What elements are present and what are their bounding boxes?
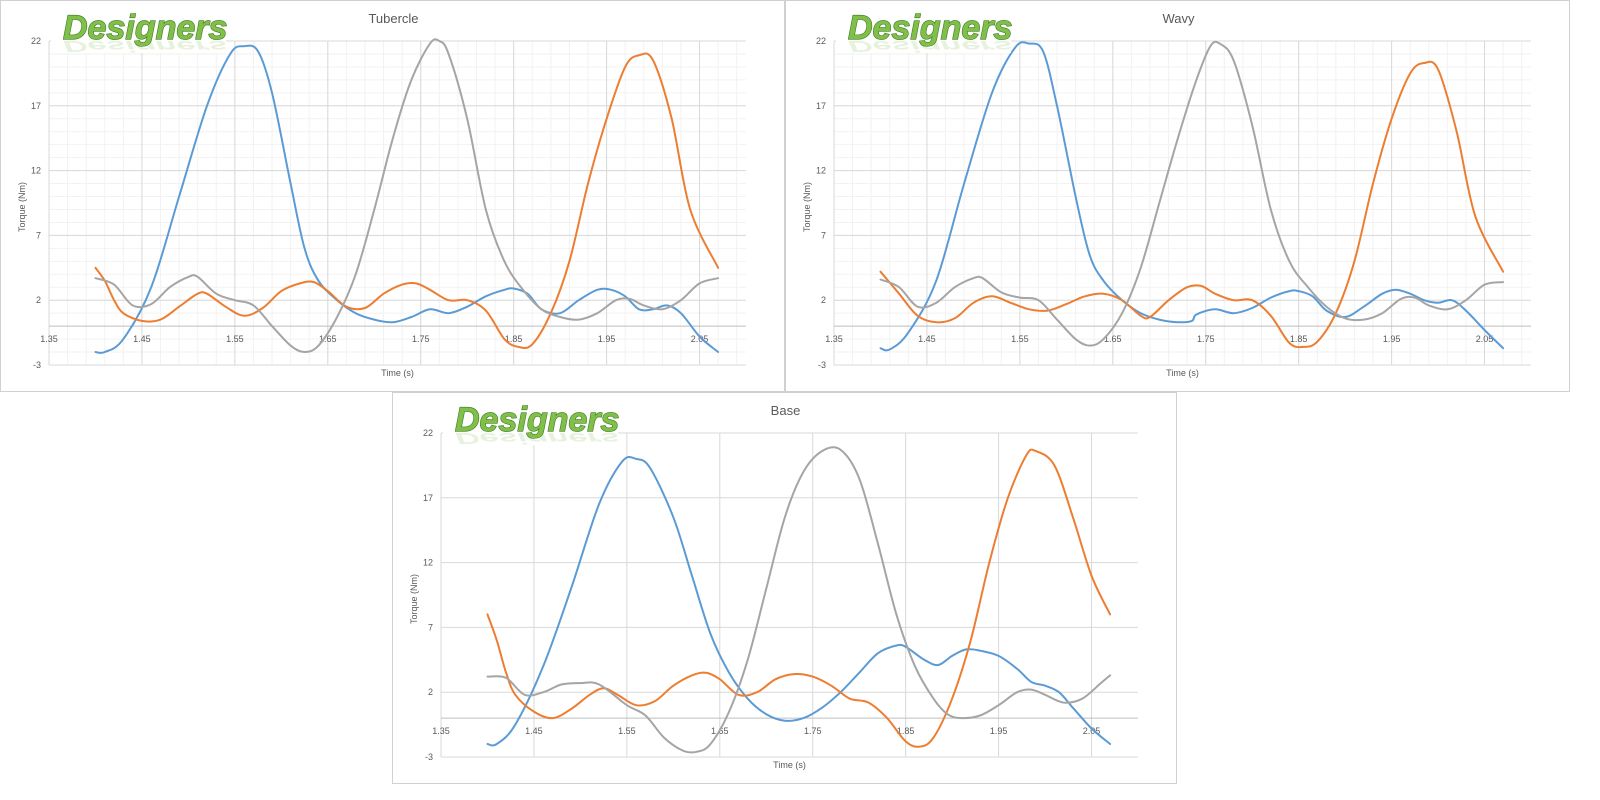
x-tick-label: 1.85: [505, 334, 523, 344]
y-tick-label: 2: [36, 295, 41, 305]
chart-svg: 22 17 12 7 2 -3 1.35 1.45 1.55 1.65 1.75 1.85 1.95 2.…: [17, 1, 746, 378]
grid: [440, 432, 1138, 758]
y-tick-label: 12: [31, 166, 41, 176]
x-tick-label: 1.85: [1290, 334, 1308, 344]
logo-backdrop: [443, 393, 618, 445]
grid: [833, 40, 1531, 366]
chart-title: Base: [771, 403, 801, 418]
x-tick-label: 1.45: [918, 334, 936, 344]
y-tick-label: 17: [31, 101, 41, 111]
series-line-orange: [94, 52, 720, 349]
y-tick-label: -3: [425, 752, 433, 762]
series-line-gray: [486, 446, 1112, 754]
x-tick-label: 1.55: [226, 334, 244, 344]
logo-text: Designers: [455, 401, 619, 439]
series-line-blue: [879, 41, 1505, 352]
y-tick-label: 17: [423, 493, 433, 503]
x-tick-label: 1.75: [412, 334, 430, 344]
y-tick-label: 22: [31, 36, 41, 46]
series-line-orange: [486, 448, 1112, 748]
x-tick-label: 1.95: [598, 334, 616, 344]
chart-panel-base: 22 17 12 7 2 -3 1.35 1.45 1.55 1.65 1.75 1.85 1.95 2.…: [392, 392, 1177, 784]
x-axis-label: Time (s): [381, 368, 414, 378]
logo-reflection: Designers: [455, 430, 619, 447]
series-line-blue: [486, 455, 1112, 747]
x-tick-label: 2.05: [1083, 726, 1101, 736]
x-tick-label: 1.95: [990, 726, 1008, 736]
grid: [48, 40, 746, 366]
y-tick-label: 7: [428, 622, 433, 632]
chart-panel-tubercle: 22 17 12 7 2 -3 1.35 1.45 1.55 1.65 1.75 1.85 1.95 2.…: [0, 0, 785, 392]
series-line-blue: [94, 44, 720, 354]
y-tick-label: -3: [33, 360, 41, 370]
x-tick-label: 1.35: [825, 334, 843, 344]
x-tick-label: 1.65: [1104, 334, 1122, 344]
chart-title: Wavy: [1162, 11, 1195, 26]
y-tick-label: -3: [818, 360, 826, 370]
y-tick-label: 22: [816, 36, 826, 46]
x-tick-label: 1.55: [1011, 334, 1029, 344]
x-tick-label: 2.05: [691, 334, 709, 344]
logo-text: Designers: [848, 9, 1012, 47]
x-tick-label: 1.45: [133, 334, 151, 344]
y-tick-label: 2: [821, 295, 826, 305]
series-line-orange: [879, 60, 1505, 349]
x-tick-label: 1.55: [618, 726, 636, 736]
x-tick-label: 1.35: [40, 334, 58, 344]
y-axis-label: Torque (Nm): [17, 182, 27, 232]
series-line-gray: [879, 40, 1505, 347]
logo-backdrop: [51, 1, 226, 53]
x-tick-label: 1.85: [897, 726, 915, 736]
x-tick-label: 2.05: [1476, 334, 1494, 344]
y-axis-label: Torque (Nm): [802, 182, 812, 232]
chart-svg: 22 17 12 7 2 -3 1.35 1.45 1.55 1.65 1.75 1.85 1.95 2.…: [802, 1, 1531, 378]
y-tick-label: 12: [816, 166, 826, 176]
y-tick-label: 7: [36, 230, 41, 240]
x-axis-label: Time (s): [773, 760, 806, 770]
x-tick-label: 1.45: [525, 726, 543, 736]
x-tick-label: 1.95: [1383, 334, 1401, 344]
y-axis-label: Torque (Nm): [409, 574, 419, 624]
logo-reflection: Designers: [848, 38, 1012, 55]
x-tick-label: 1.65: [319, 334, 337, 344]
x-tick-label: 1.35: [432, 726, 450, 736]
y-tick-label: 22: [423, 428, 433, 438]
x-axis-label: Time (s): [1166, 368, 1199, 378]
x-tick-label: 1.75: [1197, 334, 1215, 344]
series-line-gray: [94, 38, 720, 353]
y-tick-label: 7: [821, 230, 826, 240]
y-tick-label: 17: [816, 101, 826, 111]
chart-title: Tubercle: [368, 11, 418, 26]
chart-panel-wavy: 22 17 12 7 2 -3 1.35 1.45 1.55 1.65 1.75 1.85 1.95 2.…: [785, 0, 1570, 392]
y-tick-label: 12: [423, 558, 433, 568]
logo-reflection: Designers: [63, 38, 227, 55]
x-tick-label: 1.75: [804, 726, 822, 736]
logo-backdrop: [836, 1, 1011, 53]
y-tick-label: 2: [428, 687, 433, 697]
logo-text: Designers: [63, 9, 227, 47]
